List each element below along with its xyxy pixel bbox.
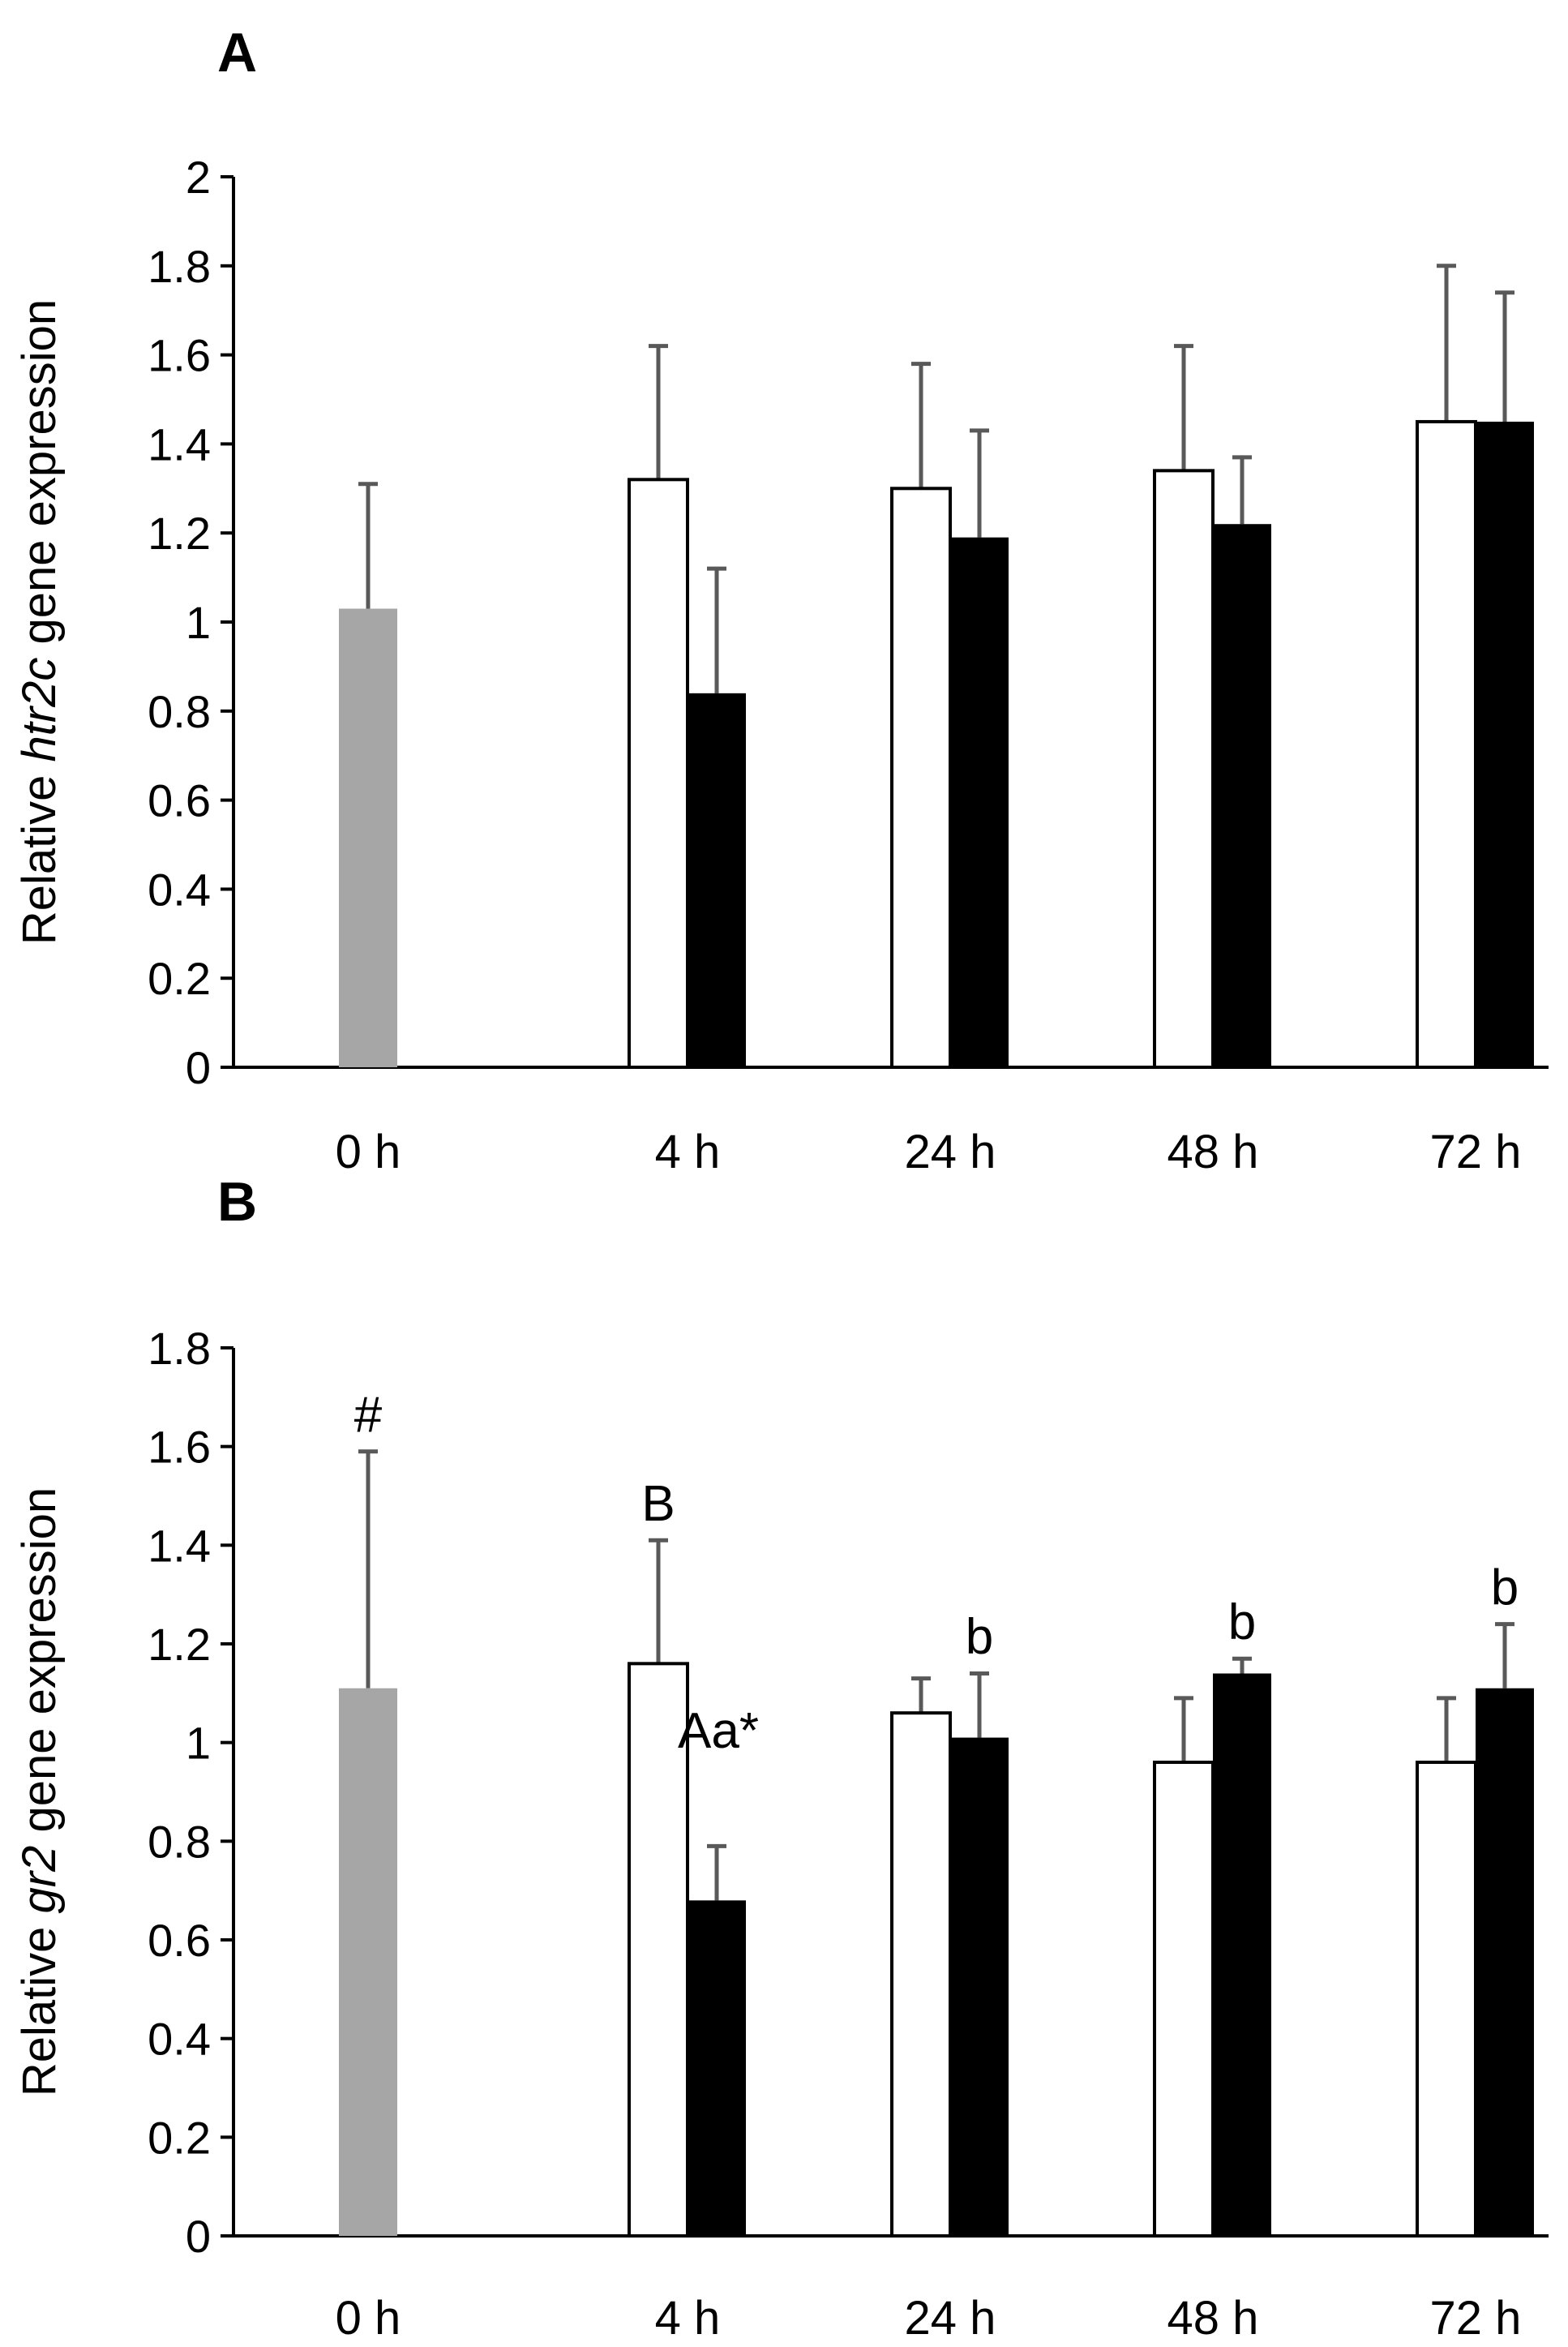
y-tick-label: 1.2 <box>148 508 211 559</box>
panel-b: B 0 0.2 0.4 0.6 0.8 1 1.2 1.4 1.6 1.8 Relative gr2 … <box>13 1171 1549 2345</box>
y-tick-label: 1.4 <box>148 418 211 470</box>
y-tick-label: 1.8 <box>148 1323 211 1374</box>
significance-label: Aa* <box>678 1703 759 1759</box>
bar-treated <box>1476 1688 1534 2236</box>
bar-control <box>890 487 952 1069</box>
significance-label: b <box>966 1609 993 1665</box>
y-axis-title: Relative htr2c gene expression <box>13 299 66 945</box>
x-category-label: 4 h <box>655 1126 721 1178</box>
y-tick-label: 2 <box>186 152 211 203</box>
bar-treated <box>688 1900 746 2236</box>
y-tick-label: 1 <box>186 1718 211 1769</box>
panel-a: A 0 0.2 0.4 0.6 0.8 1 1.2 1.4 1.6 1.8 2 Relative htr… <box>13 22 1549 1178</box>
x-category-label: 24 h <box>905 1126 996 1178</box>
bar-control <box>1416 1761 1477 2238</box>
bar-control <box>890 1711 952 2238</box>
bar-control <box>1153 469 1215 1069</box>
bar-treated <box>1476 421 1534 1067</box>
bar-treated <box>950 537 1009 1067</box>
x-category-label: 0 h <box>336 2292 401 2345</box>
y-tick-label: 1.6 <box>148 1422 211 1473</box>
y-axis-title-suffix: gene expression <box>13 1487 66 1846</box>
y-axis-title-suffix: gene expression <box>13 299 66 658</box>
y-tick-label: 0.8 <box>148 686 211 737</box>
y-axis-title-gene: gr2 <box>13 1846 66 1914</box>
y-tick-label: 0.2 <box>148 953 211 1004</box>
y-tick-label: 0 <box>186 2211 211 2262</box>
y-axis-title-prefix: Relative <box>13 762 66 946</box>
y-tick-label: 1.6 <box>148 330 211 381</box>
bar-treated <box>1213 1673 1271 2236</box>
x-category-label: 48 h <box>1167 1126 1259 1178</box>
bar-treated <box>688 693 746 1067</box>
x-category-label: 0 h <box>336 1126 401 1178</box>
y-axis-title: Relative gr2 gene expression <box>13 1487 66 2096</box>
x-category-label: 72 h <box>1430 2292 1522 2345</box>
x-category-label: 48 h <box>1167 2292 1259 2345</box>
y-tick-label: 0.2 <box>148 2112 211 2163</box>
bar-treated <box>950 1737 1009 2236</box>
y-tick-label: 0.6 <box>148 1915 211 1966</box>
y-axis-title-gene: htr2c <box>13 658 66 762</box>
bar-control <box>628 478 689 1069</box>
panel-letter: A <box>217 22 257 84</box>
bar-baseline <box>339 1688 397 2236</box>
y-tick-label: 0.6 <box>148 775 211 826</box>
significance-label: b <box>1491 1560 1519 1615</box>
x-category-label: 72 h <box>1430 1126 1522 1178</box>
bar-baseline <box>339 608 397 1067</box>
x-category-label: 4 h <box>655 2292 721 2345</box>
y-axis-title-prefix: Relative <box>13 1913 66 2096</box>
y-tick-label: 0.8 <box>148 1816 211 1867</box>
y-tick-label: 1.8 <box>148 241 211 292</box>
bar-treated <box>1213 524 1271 1067</box>
y-tick-label: 1.2 <box>148 1619 211 1670</box>
significance-label: B <box>641 1476 675 1532</box>
y-tick-label: 1.4 <box>148 1520 211 1571</box>
x-category-label: 24 h <box>905 2292 996 2345</box>
significance-label: # <box>354 1387 383 1443</box>
y-tick-label: 1 <box>186 597 211 648</box>
bar-control <box>1153 1761 1215 2238</box>
y-tick-label: 0.4 <box>148 864 211 915</box>
y-tick-label: 0.4 <box>148 2014 211 2065</box>
significance-label: b <box>1228 1594 1256 1650</box>
y-tick-label: 0 <box>186 1042 211 1093</box>
bar-control <box>1416 419 1477 1069</box>
panel-letter: B <box>217 1171 257 1233</box>
